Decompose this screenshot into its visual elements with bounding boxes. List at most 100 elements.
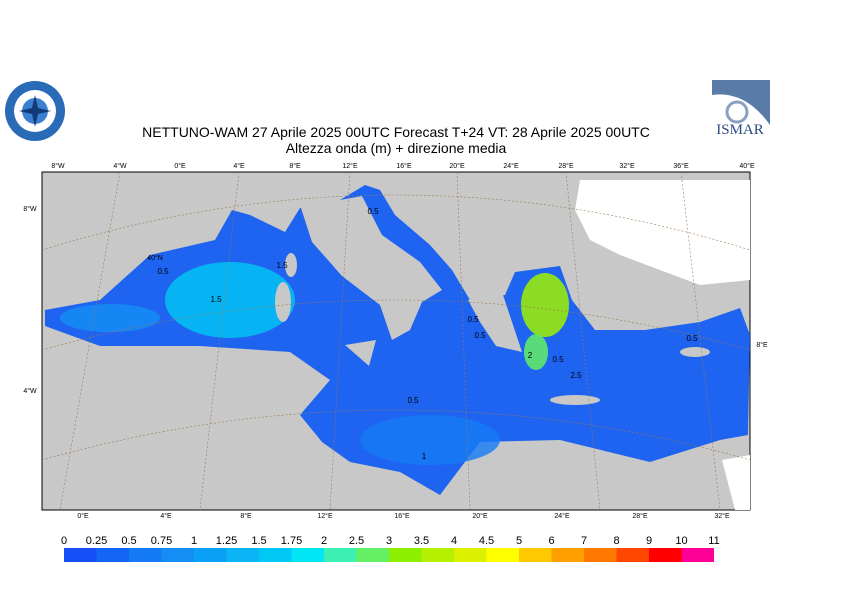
contour-label: 1.5 <box>276 261 288 270</box>
colorbar-label: 6 <box>548 535 554 547</box>
contour-label: 0.5 <box>552 355 564 364</box>
colorbar-swatch <box>454 548 487 562</box>
lon-label: 20°E <box>472 512 488 520</box>
lon-label: 28°E <box>632 512 648 520</box>
land <box>285 253 297 277</box>
colorbar-label: 2 <box>321 535 327 547</box>
colorbar-label: 1.5 <box>251 535 266 547</box>
colorbar-label: 1.75 <box>281 535 302 547</box>
colorbar: 0 0.25 0.5 0.75 1 1.25 1.5 1.75 2 2.5 3 3.5 4 4.5 5 6 7 8… <box>61 535 720 562</box>
colorbar-label: 3 <box>386 535 392 547</box>
colorbar-swatch <box>584 548 617 562</box>
colorbar-label: 7 <box>581 535 587 547</box>
colorbar-label: 9 <box>646 535 652 547</box>
colorbar-swatch <box>486 548 519 562</box>
lon-label: 16°E <box>394 512 410 520</box>
colorbar-label: 1.25 <box>216 535 237 547</box>
contour-label: 1.5 <box>210 295 222 304</box>
colorbar-swatch <box>421 548 454 562</box>
graticule <box>41 171 751 511</box>
side-label: 8°W <box>23 205 37 213</box>
wave-area <box>60 304 160 332</box>
lon-label: 16°E <box>396 162 412 170</box>
lon-label: 12°E <box>342 162 358 170</box>
lon-label: 4°E <box>233 162 245 170</box>
land <box>550 395 600 405</box>
colorbar-swatch <box>616 548 649 562</box>
lon-label: 28°E <box>558 162 574 170</box>
colorbar-label: 4 <box>451 535 457 547</box>
colorbar-swatch <box>356 548 389 562</box>
colorbar-swatch <box>551 548 584 562</box>
lon-label: 24°E <box>503 162 519 170</box>
colorbar-swatch <box>226 548 259 562</box>
wave-area <box>360 415 500 465</box>
lon-label: 36°E <box>673 162 689 170</box>
lon-label: 12°E <box>317 512 333 520</box>
contour-label: 1 <box>422 452 427 461</box>
wave-area <box>165 262 295 338</box>
colorbar-label: 0 <box>61 535 67 547</box>
lon-label: 32°E <box>619 162 635 170</box>
colorbar-label: 8 <box>613 535 619 547</box>
land <box>345 340 376 366</box>
logo-right: ISMAR <box>710 79 770 139</box>
contour-label: 2.5 <box>570 371 582 380</box>
unmasked-area <box>722 455 750 510</box>
colorbar-swatch <box>324 548 357 562</box>
colorbar-label: 10 <box>675 535 687 547</box>
colorbar-swatch <box>681 548 714 562</box>
lon-label: 8°E <box>240 512 252 520</box>
wave-area <box>524 334 548 370</box>
contour-label: 0.5 <box>467 315 479 324</box>
colorbar-label: 2.5 <box>349 535 364 547</box>
colorbar-label: 11 <box>708 535 719 547</box>
lon-label: 4°E <box>160 512 172 520</box>
contour-label: 0.5 <box>474 331 486 340</box>
colorbar-swatch <box>129 548 162 562</box>
lon-label: 8°W <box>51 162 65 170</box>
lon-label: 4°W <box>113 162 127 170</box>
wave-area <box>521 273 569 337</box>
colorbar-swatch <box>194 548 227 562</box>
land <box>275 282 291 322</box>
land <box>300 196 442 340</box>
colorbar-label: 0.25 <box>86 535 107 547</box>
land <box>680 347 710 357</box>
map <box>41 171 751 511</box>
contour-label: 0.5 <box>407 396 419 405</box>
colorbar-label: 5 <box>516 535 522 547</box>
colorbar-swatch <box>259 548 292 562</box>
lon-label: 32°E <box>714 512 730 520</box>
contour-label: 0.5 <box>367 207 379 216</box>
lon-label: 40°E <box>739 162 755 170</box>
contour-label: 2 <box>528 351 533 360</box>
lon-label: 20°E <box>449 162 465 170</box>
contour-label: 0.5 <box>157 267 169 276</box>
title: NETTUNO-WAM 27 Aprile 2025 00UTC Forecas… <box>142 124 650 140</box>
colorbar-swatch <box>291 548 324 562</box>
side-label: 4°W <box>23 387 37 395</box>
colorbar-label: 0.75 <box>151 535 172 547</box>
colorbar-swatch <box>96 548 129 562</box>
lon-label: 0°E <box>174 162 186 170</box>
side-label: 40°N <box>147 254 163 262</box>
logo-text: ISMAR <box>716 122 764 138</box>
lon-label: 8°E <box>289 162 301 170</box>
side-label: 8°E <box>756 341 768 349</box>
colorbar-swatch <box>519 548 552 562</box>
unmasked-area <box>575 180 750 285</box>
colorbar-swatch <box>64 548 97 562</box>
land <box>468 292 522 352</box>
contour-label: 0.5 <box>686 334 698 343</box>
map-labels: 8°W 4°W 0°E 4°E 8°E 12°E 16°E 20°E 24°E 28°E 32°E 3… <box>23 162 768 520</box>
logo-left <box>5 81 65 141</box>
colorbar-label: 4.5 <box>479 535 494 547</box>
colorbar-swatch <box>389 548 422 562</box>
colorbar-label: 0.5 <box>121 535 136 547</box>
lon-label: 24°E <box>554 512 570 520</box>
lon-label: 0°E <box>77 512 89 520</box>
colorbar-swatch <box>649 548 682 562</box>
colorbar-swatch <box>161 548 194 562</box>
